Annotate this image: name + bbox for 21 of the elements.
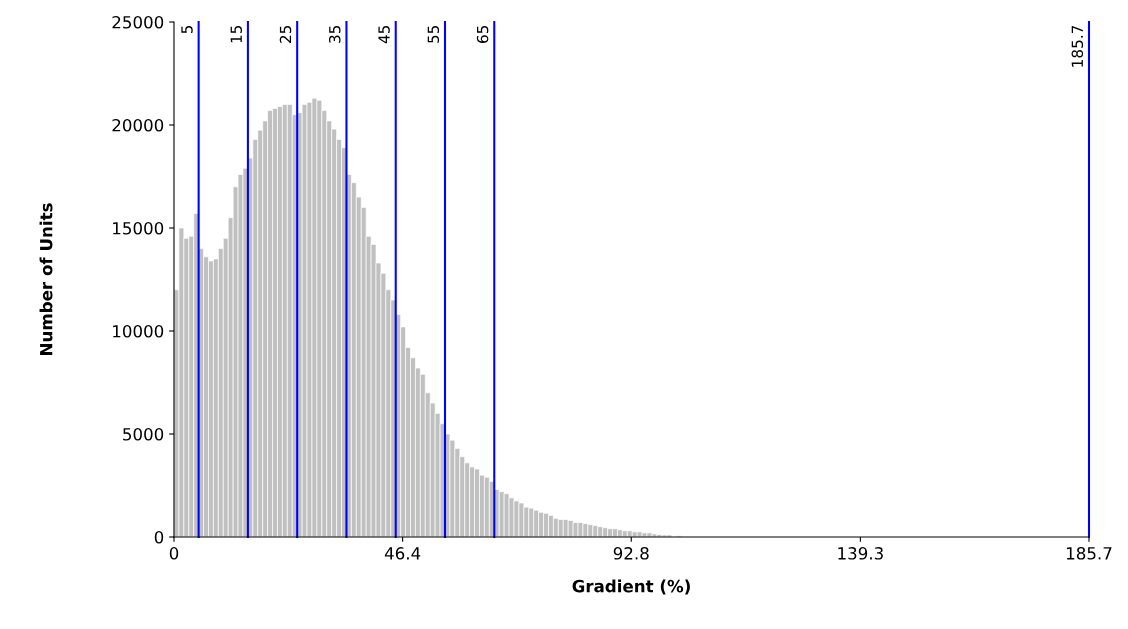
y-axis-title: Number of Units xyxy=(39,203,53,355)
ref-line-label: 35 xyxy=(328,25,341,43)
y-tick-label: 10000 xyxy=(113,324,164,338)
ref-line-label: 55 xyxy=(427,25,440,43)
y-tick-label: 5000 xyxy=(123,427,164,441)
ref-line-label: 45 xyxy=(378,25,390,44)
x-tick-label: 139.3 xyxy=(838,547,883,560)
y-tick-label: 20000 xyxy=(112,118,164,132)
x-tick-label: 0 xyxy=(169,547,179,560)
y-tick-label: 25000 xyxy=(112,15,164,29)
x-axis-title: Gradient (%) xyxy=(572,579,690,595)
x-tick-label: 46.4 xyxy=(384,547,421,560)
x-tick-label: 92.8 xyxy=(613,547,649,560)
ref-line-label: 5 xyxy=(181,25,193,34)
ref-line-label: 185.7 xyxy=(1071,25,1084,67)
ref-line-label: 65 xyxy=(476,25,489,43)
x-tick-label: 185.7 xyxy=(1066,547,1112,560)
ref-line-label: 25 xyxy=(279,25,292,43)
y-tick-label: 0 xyxy=(154,530,164,544)
ref-line-label: 15 xyxy=(230,25,242,43)
y-tick-label: 15000 xyxy=(113,221,164,235)
